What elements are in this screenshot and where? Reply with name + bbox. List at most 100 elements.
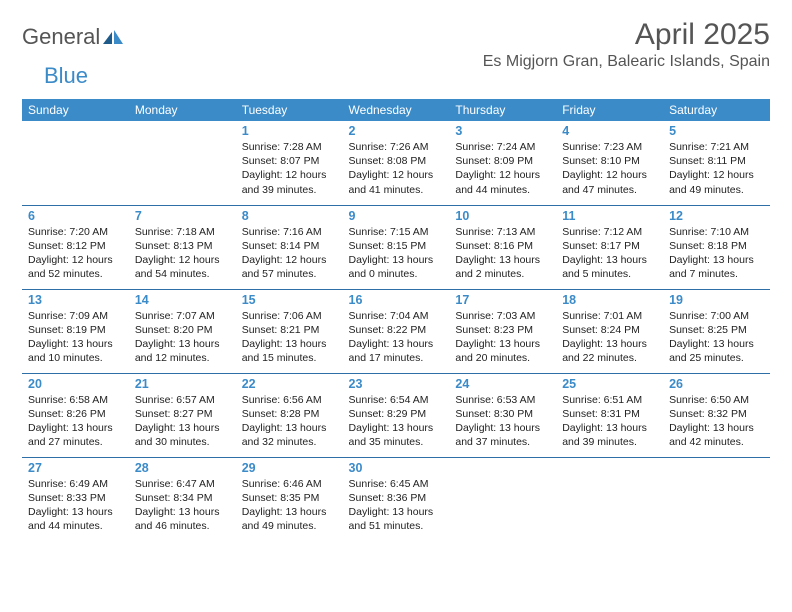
day-details: Sunrise: 7:06 AMSunset: 8:21 PMDaylight:… — [242, 309, 337, 366]
calendar-cell — [22, 121, 129, 205]
day2-text: and 49 minutes. — [669, 183, 764, 197]
calendar-page: General April 2025 Es Migjorn Gran, Bale… — [0, 0, 792, 612]
day2-text: and 37 minutes. — [455, 435, 550, 449]
day-details: Sunrise: 6:51 AMSunset: 8:31 PMDaylight:… — [562, 393, 657, 450]
day1-text: Daylight: 12 hours — [669, 168, 764, 182]
sunrise-text: Sunrise: 6:49 AM — [28, 477, 123, 491]
day2-text: and 17 minutes. — [349, 351, 444, 365]
day1-text: Daylight: 12 hours — [349, 168, 444, 182]
day2-text: and 0 minutes. — [349, 267, 444, 281]
calendar-row: 13Sunrise: 7:09 AMSunset: 8:19 PMDayligh… — [22, 289, 770, 373]
day2-text: and 20 minutes. — [455, 351, 550, 365]
day-number: 29 — [242, 461, 337, 475]
calendar-cell: 18Sunrise: 7:01 AMSunset: 8:24 PMDayligh… — [556, 289, 663, 373]
day-details: Sunrise: 7:21 AMSunset: 8:11 PMDaylight:… — [669, 140, 764, 197]
sunrise-text: Sunrise: 7:06 AM — [242, 309, 337, 323]
sunset-text: Sunset: 8:28 PM — [242, 407, 337, 421]
day-details: Sunrise: 7:07 AMSunset: 8:20 PMDaylight:… — [135, 309, 230, 366]
day-details: Sunrise: 7:13 AMSunset: 8:16 PMDaylight:… — [455, 225, 550, 282]
day-details: Sunrise: 7:10 AMSunset: 8:18 PMDaylight:… — [669, 225, 764, 282]
day-number: 3 — [455, 124, 550, 138]
col-monday: Monday — [129, 99, 236, 121]
day1-text: Daylight: 13 hours — [135, 505, 230, 519]
day2-text: and 57 minutes. — [242, 267, 337, 281]
sunset-text: Sunset: 8:35 PM — [242, 491, 337, 505]
col-tuesday: Tuesday — [236, 99, 343, 121]
day1-text: Daylight: 13 hours — [562, 253, 657, 267]
calendar-cell: 6Sunrise: 7:20 AMSunset: 8:12 PMDaylight… — [22, 205, 129, 289]
day2-text: and 39 minutes. — [562, 435, 657, 449]
day1-text: Daylight: 13 hours — [28, 505, 123, 519]
sunset-text: Sunset: 8:10 PM — [562, 154, 657, 168]
day1-text: Daylight: 13 hours — [28, 421, 123, 435]
location-subtitle: Es Migjorn Gran, Balearic Islands, Spain — [483, 53, 770, 71]
day-details: Sunrise: 6:58 AMSunset: 8:26 PMDaylight:… — [28, 393, 123, 450]
calendar-cell: 10Sunrise: 7:13 AMSunset: 8:16 PMDayligh… — [449, 205, 556, 289]
day-details: Sunrise: 7:26 AMSunset: 8:08 PMDaylight:… — [349, 140, 444, 197]
sunset-text: Sunset: 8:22 PM — [349, 323, 444, 337]
day1-text: Daylight: 13 hours — [669, 421, 764, 435]
sunset-text: Sunset: 8:09 PM — [455, 154, 550, 168]
day2-text: and 54 minutes. — [135, 267, 230, 281]
day1-text: Daylight: 13 hours — [349, 337, 444, 351]
sunset-text: Sunset: 8:17 PM — [562, 239, 657, 253]
day-number: 2 — [349, 124, 444, 138]
day1-text: Daylight: 13 hours — [242, 421, 337, 435]
sunset-text: Sunset: 8:25 PM — [669, 323, 764, 337]
day-number: 26 — [669, 377, 764, 391]
calendar-cell: 11 Sunrise: 7:12 AMSunset: 8:17 PMDayligh… — [556, 205, 663, 289]
calendar-cell — [449, 457, 556, 541]
calendar-cell: 17Sunrise: 7:03 AMSunset: 8:23 PMDayligh… — [449, 289, 556, 373]
calendar-cell: 4Sunrise: 7:23 AMSunset: 8:10 PMDaylight… — [556, 121, 663, 205]
sunrise-text: Sunrise: 7:16 AM — [242, 225, 337, 239]
day-number: 27 — [28, 461, 123, 475]
brand-logo: General — [22, 18, 125, 50]
day2-text: and 52 minutes. — [28, 267, 123, 281]
day2-text: and 47 minutes. — [562, 183, 657, 197]
sunset-text: Sunset: 8:21 PM — [242, 323, 337, 337]
brand-text-blue: Blue — [44, 63, 88, 89]
day-number: 11 — [562, 209, 657, 223]
day-details: Sunrise: 7:16 AMSunset: 8:14 PMDaylight:… — [242, 225, 337, 282]
calendar-cell: 1Sunrise: 7:28 AMSunset: 8:07 PMDaylight… — [236, 121, 343, 205]
day1-text: Daylight: 12 hours — [242, 168, 337, 182]
sunrise-text: Sunrise: 6:51 AM — [562, 393, 657, 407]
sunset-text: Sunset: 8:14 PM — [242, 239, 337, 253]
day2-text: and 44 minutes. — [28, 519, 123, 533]
day1-text: Daylight: 13 hours — [349, 421, 444, 435]
calendar-cell: 8Sunrise: 7:16 AMSunset: 8:14 PMDaylight… — [236, 205, 343, 289]
calendar-cell: 26 Sunrise: 6:50 AMSunset: 8:32 PMDayligh… — [663, 373, 770, 457]
day2-text: and 44 minutes. — [455, 183, 550, 197]
sunrise-text: Sunrise: 7:07 AM — [135, 309, 230, 323]
sunrise-text: Sunrise: 7:00 AM — [669, 309, 764, 323]
day-number: 28 — [135, 461, 230, 475]
calendar-head: Sunday Monday Tuesday Wednesday Thursday… — [22, 99, 770, 121]
col-friday: Friday — [556, 99, 663, 121]
day1-text: Daylight: 13 hours — [28, 337, 123, 351]
day-details: Sunrise: 6:49 AMSunset: 8:33 PMDaylight:… — [28, 477, 123, 534]
sunrise-text: Sunrise: 6:47 AM — [135, 477, 230, 491]
calendar-cell: 16Sunrise: 7:04 AMSunset: 8:22 PMDayligh… — [343, 289, 450, 373]
sunrise-text: Sunrise: 6:54 AM — [349, 393, 444, 407]
sunrise-text: Sunrise: 7:23 AM — [562, 140, 657, 154]
day-number: 5 — [669, 124, 764, 138]
day-number: 16 — [349, 293, 444, 307]
sunrise-text: Sunrise: 7:15 AM — [349, 225, 444, 239]
sunset-text: Sunset: 8:11 PM — [669, 154, 764, 168]
sunset-text: Sunset: 8:18 PM — [669, 239, 764, 253]
sunrise-text: Sunrise: 6:53 AM — [455, 393, 550, 407]
sunrise-text: Sunrise: 7:12 AM — [562, 225, 657, 239]
day-details: Sunrise: 6:54 AMSunset: 8:29 PMDaylight:… — [349, 393, 444, 450]
sunrise-text: Sunrise: 6:45 AM — [349, 477, 444, 491]
calendar-cell: 27 Sunrise: 6:49 AMSunset: 8:33 PMDayligh… — [22, 457, 129, 541]
day-details: Sunrise: 7:28 AMSunset: 8:07 PMDaylight:… — [242, 140, 337, 197]
sunset-text: Sunset: 8:16 PM — [455, 239, 550, 253]
sunset-text: Sunset: 8:32 PM — [669, 407, 764, 421]
day-number: 17 — [455, 293, 550, 307]
day-number: 30 — [349, 461, 444, 475]
day-details: Sunrise: 6:50 AMSunset: 8:32 PMDaylight:… — [669, 393, 764, 450]
day-details: Sunrise: 7:24 AMSunset: 8:09 PMDaylight:… — [455, 140, 550, 197]
calendar-cell: 22Sunrise: 6:56 AMSunset: 8:28 PMDayligh… — [236, 373, 343, 457]
calendar-cell: 29Sunrise: 6:46 AMSunset: 8:35 PMDayligh… — [236, 457, 343, 541]
page-title: April 2025 — [483, 18, 770, 51]
